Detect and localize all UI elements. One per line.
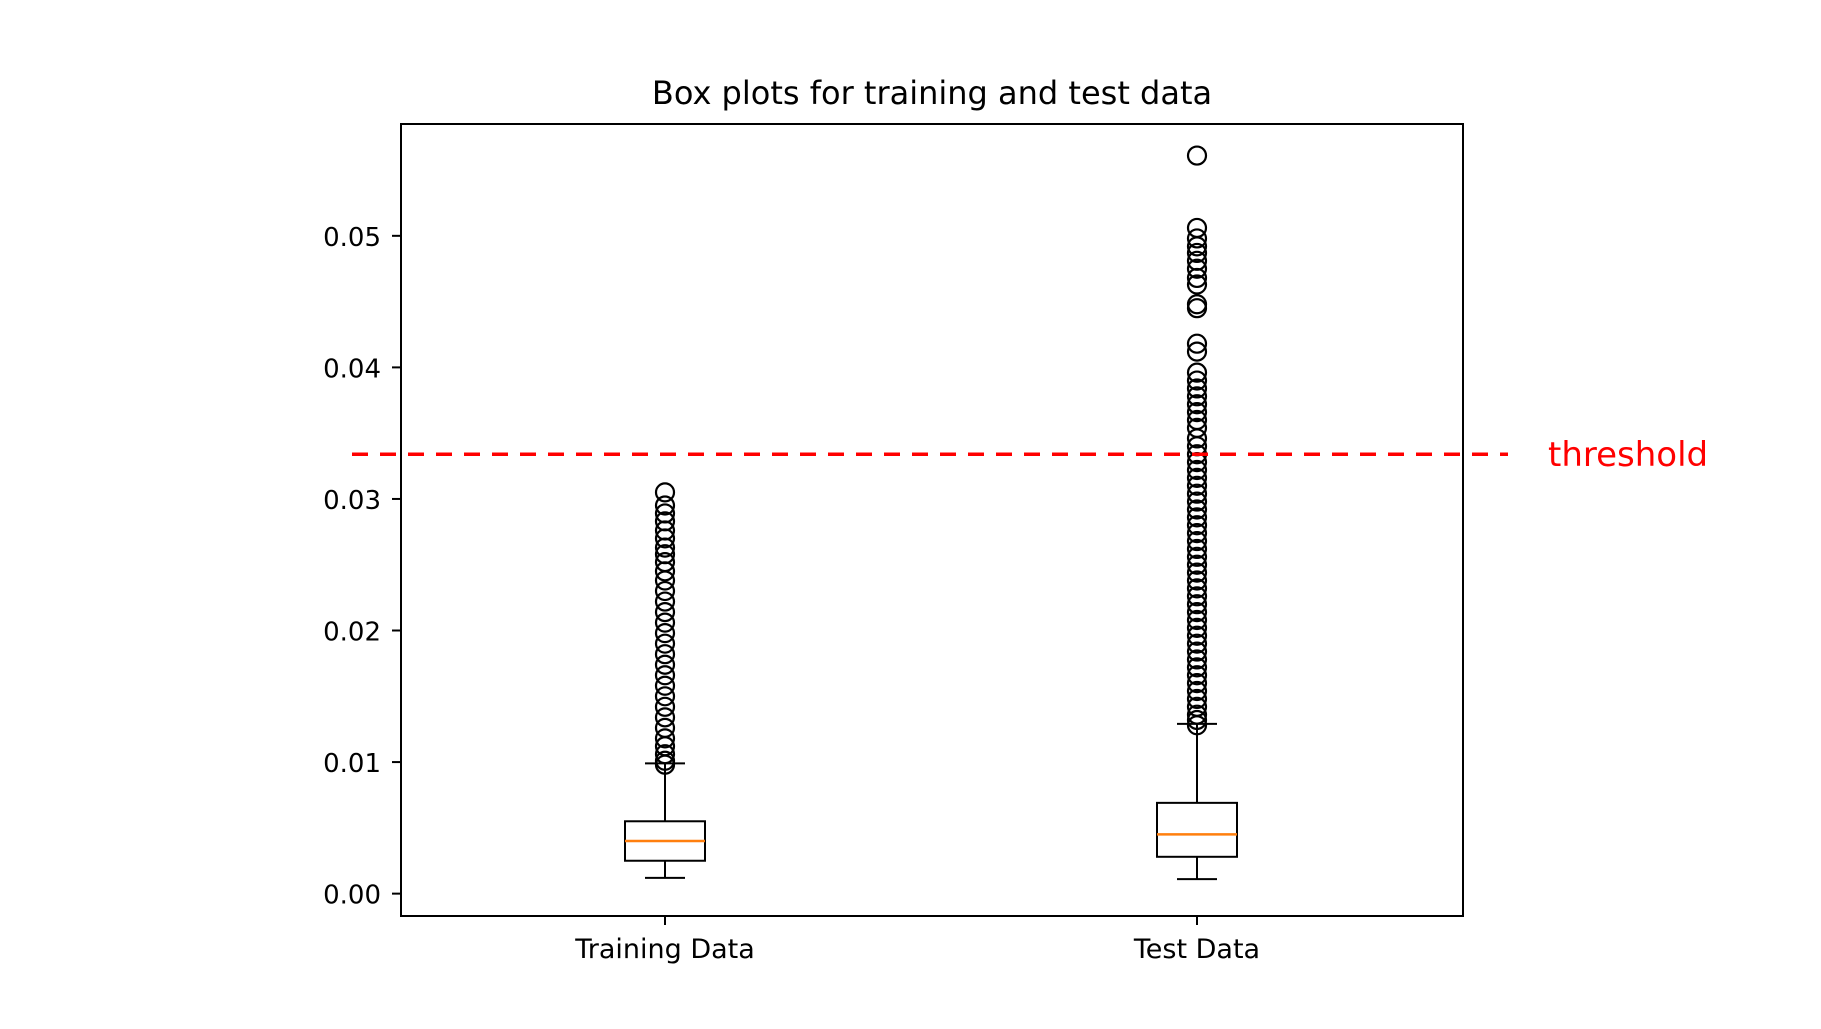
box-iqr <box>1156 801 1238 858</box>
outlier-point <box>1186 673 1208 694</box>
outlier-point <box>1186 341 1208 362</box>
outlier-point <box>654 696 676 717</box>
outlier-point <box>1186 665 1208 686</box>
y-tick-label: 0.01 <box>323 749 381 779</box>
x-tick-label: Training Data <box>574 934 755 965</box>
outlier-point <box>654 528 676 549</box>
outlier-point <box>1186 370 1208 391</box>
y-tick-label: 0.03 <box>323 486 381 516</box>
outlier-point <box>1186 274 1208 295</box>
outlier-point <box>1186 617 1208 638</box>
outlier-point <box>654 570 676 591</box>
outlier-point <box>1186 633 1208 654</box>
outlier-point <box>1186 562 1208 583</box>
outlier-point <box>654 591 676 612</box>
outlier-point <box>1186 428 1208 449</box>
outlier-point <box>654 633 676 654</box>
outlier-point <box>1186 530 1208 552</box>
outlier-point <box>1186 145 1208 166</box>
outlier-point <box>1186 491 1208 512</box>
outlier-point <box>1186 499 1208 520</box>
outlier-point <box>654 675 676 696</box>
x-tick-label: Test Data <box>1133 934 1260 965</box>
outlier-point <box>1186 538 1208 560</box>
outlier-point <box>1186 298 1208 319</box>
outlier-point <box>1186 483 1208 504</box>
outlier-point <box>654 654 676 675</box>
outlier-point <box>1186 641 1208 662</box>
outlier-point <box>1186 267 1208 289</box>
plot-area: 0.00 0.01 0.02 0.03 0.04 0.05 Training Data Tes… <box>323 123 1708 965</box>
outlier-point <box>654 623 676 644</box>
outlier-point <box>1186 570 1208 591</box>
outlier-point <box>654 601 676 623</box>
outlier-point <box>1186 680 1208 702</box>
outlier-point <box>1186 688 1208 710</box>
threshold-label: threshold <box>1548 435 1708 475</box>
outlier-point <box>1186 649 1208 670</box>
outlier-point <box>1186 394 1208 415</box>
outlier-point <box>654 561 676 582</box>
outlier-point <box>654 580 676 602</box>
outlier-point <box>654 495 676 516</box>
outlier-point <box>1186 228 1208 249</box>
outlier-point <box>1186 258 1208 279</box>
outlier-point <box>1186 609 1208 631</box>
outlier-point <box>654 537 676 558</box>
outlier-point <box>1186 242 1208 264</box>
outlier-point <box>1186 467 1208 489</box>
y-tick-label: 0.04 <box>323 354 381 384</box>
outlier-point <box>654 728 676 749</box>
outlier-point <box>1186 657 1208 678</box>
outlier-point <box>654 707 676 728</box>
outlier-point <box>1186 378 1208 399</box>
outlier-point <box>1186 362 1208 383</box>
y-tick-label: 0.05 <box>323 223 381 253</box>
outlier-point <box>654 665 676 686</box>
outlier-point <box>1186 523 1208 544</box>
outlier-point <box>1186 554 1208 575</box>
plot-frame <box>400 123 1464 917</box>
y-tick-label: 0.02 <box>323 618 381 648</box>
outlier-point <box>1186 586 1208 607</box>
outlier-point <box>1186 515 1208 536</box>
outlier-point <box>1186 236 1208 257</box>
y-tick-label: 0.00 <box>323 881 381 911</box>
outlier-point <box>1186 333 1208 354</box>
outlier-point <box>654 482 676 503</box>
outlier-point <box>1186 402 1208 423</box>
outlier-point <box>1186 507 1208 528</box>
outlier-point <box>1186 459 1208 481</box>
outlier-point <box>654 686 676 707</box>
outlier-point <box>1186 594 1208 615</box>
outlier-point <box>1186 578 1208 599</box>
outlier-point <box>654 644 676 665</box>
outlier-point <box>654 612 676 633</box>
outlier-point <box>1186 601 1208 623</box>
outlier-point <box>1186 386 1208 407</box>
outlier-point <box>1186 475 1208 496</box>
outlier-point <box>1186 546 1208 567</box>
chart-title: Box plots for training and test data <box>652 74 1212 112</box>
outlier-point <box>1186 625 1208 646</box>
